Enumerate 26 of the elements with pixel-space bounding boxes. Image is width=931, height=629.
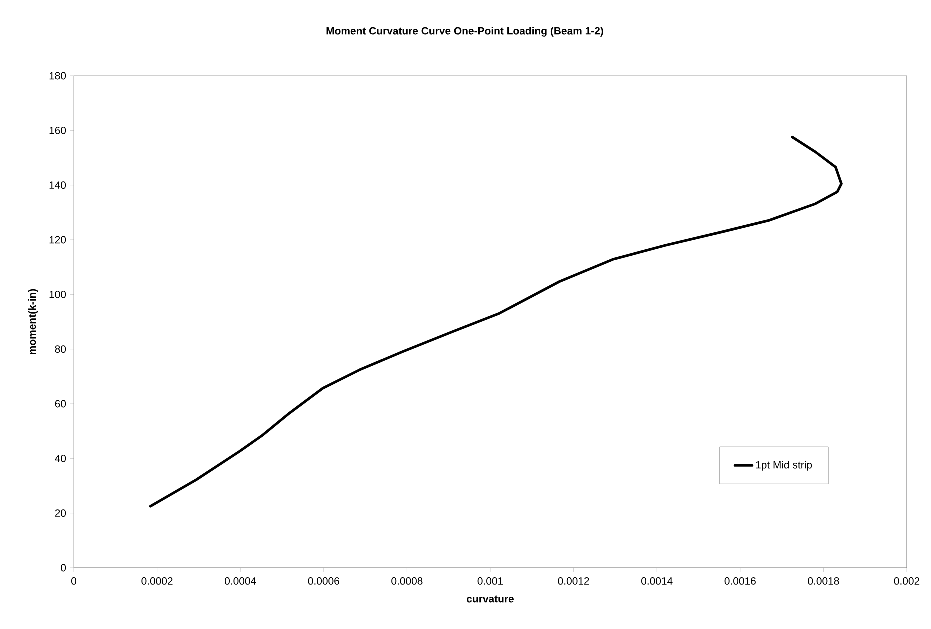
y-tick-label: 40 bbox=[55, 454, 66, 462]
y-axis-title: moment(k-in) bbox=[28, 289, 38, 354]
legend-label: 1pt Mid strip bbox=[756, 461, 812, 471]
x-tick-label: 0.001 bbox=[478, 578, 504, 585]
x-axis-title: curvature bbox=[467, 596, 514, 603]
y-tick-label: 180 bbox=[50, 72, 66, 80]
x-tick-label: 0 bbox=[72, 578, 76, 585]
y-tick-label: 100 bbox=[50, 290, 66, 298]
x-tick-label: 0.0004 bbox=[225, 578, 256, 585]
x-tick-label: 0.0002 bbox=[142, 578, 173, 585]
y-tick-label: 140 bbox=[50, 182, 66, 190]
x-tick-label: 0.0008 bbox=[392, 578, 423, 585]
x-tick-label: 0.002 bbox=[894, 578, 920, 585]
x-tick-label: 0.0016 bbox=[724, 578, 756, 585]
y-tick-label: 80 bbox=[55, 346, 66, 354]
x-tick-label: 0.0006 bbox=[308, 578, 340, 585]
y-tick-label: 120 bbox=[50, 236, 66, 244]
chart-title: Moment Curvature Curve One-Point Loading (Beam 1-2) bbox=[326, 27, 604, 37]
x-tick-label: 0.0014 bbox=[642, 578, 673, 585]
y-tick-label: 20 bbox=[55, 510, 66, 518]
line-series bbox=[149, 136, 843, 508]
y-tick-label: 160 bbox=[50, 126, 66, 134]
y-tick-label: 0 bbox=[61, 564, 66, 572]
y-tick-label: 60 bbox=[55, 400, 66, 408]
x-tick-label: 0.0018 bbox=[808, 578, 840, 585]
x-tick-label: 0.0012 bbox=[558, 578, 590, 585]
